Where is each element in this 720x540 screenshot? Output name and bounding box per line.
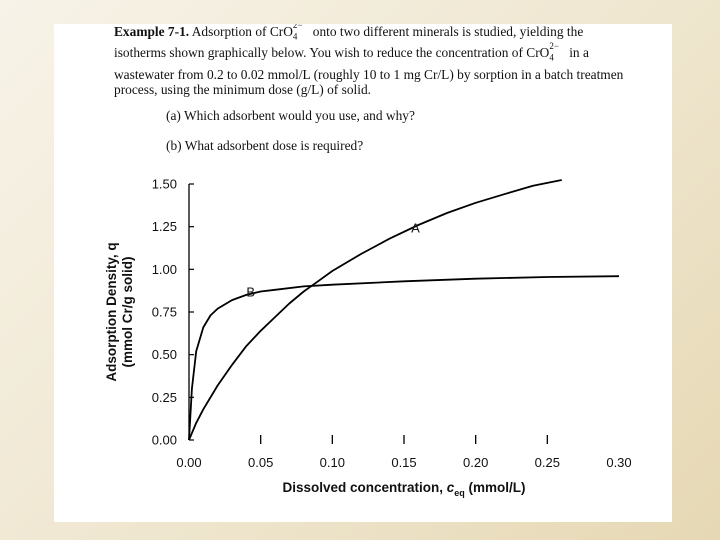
- x-tick-label: 0.10: [320, 455, 345, 470]
- y-tick-label: 0.25: [152, 390, 177, 405]
- x-tick-label: 0.05: [248, 455, 273, 470]
- problem-text: onto two different minerals is studied, …: [309, 24, 584, 39]
- subscript: 4: [292, 31, 298, 42]
- isotherm-chart: 0.00 0.25 0.50 0.75 1.00 1.25 1.50 0.00 0.05 0.10…: [104, 177, 632, 499]
- slide-frame: Example 7-1. Adsorption of CrO4 2− onto t…: [54, 24, 672, 522]
- y-tick-label: 1.50: [152, 177, 177, 192]
- y-tick-label: 0.00: [152, 433, 177, 448]
- x-axis-label: Dissolved concentration, ceq (mmol/L): [282, 480, 525, 498]
- y-axis-label-units: (mmol Cr/g solid): [120, 257, 135, 368]
- superscript: 2−: [292, 24, 303, 30]
- x-axis-label-var: c: [447, 480, 455, 495]
- x-tick-label: 0.20: [463, 455, 488, 470]
- question-a: (a) Which adsorbent would you use, and w…: [166, 108, 415, 123]
- series-b-curve: [188, 275, 620, 441]
- y-axis-label: Adsorption Density, q: [104, 242, 119, 381]
- problem-line-1: Example 7-1. Adsorption of CrO4 2− onto t…: [114, 24, 672, 45]
- series-b-label: B: [246, 285, 255, 300]
- problem-line-3: wastewater from 0.2 to 0.02 mmol/L (roug…: [114, 66, 624, 82]
- x-tick-label: 0.30: [606, 455, 631, 470]
- subscript: 4: [549, 52, 554, 63]
- problem-text: Adsorption of CrO: [189, 24, 293, 39]
- problem-line-4: process, using the minimum dose (g/L) of…: [114, 82, 371, 98]
- question-b: (b) What adsorbent dose is required?: [166, 138, 364, 153]
- y-tick-label: 0.50: [152, 347, 177, 362]
- x-axis-label-sub: eq: [454, 488, 465, 498]
- problem-text: in a: [565, 45, 589, 61]
- series-a-curve: [188, 179, 562, 441]
- x-axis-label-unit: (mmol/L): [465, 480, 526, 495]
- x-tick-label: 0.00: [176, 455, 201, 470]
- series-a-label: A: [411, 221, 420, 236]
- problem-line-2: isotherms shown graphically below. You w…: [114, 41, 672, 66]
- x-tick-label: 0.25: [535, 455, 560, 470]
- y-tick-label: 1.25: [152, 219, 177, 234]
- example-label: Example 7-1.: [114, 24, 190, 39]
- y-tick-label: 0.75: [152, 305, 177, 320]
- x-tick-label: 0.15: [391, 455, 416, 470]
- problem-text: isotherms shown graphically below. You w…: [114, 45, 550, 61]
- superscript: 2−: [549, 41, 559, 52]
- y-tick-label: 1.00: [152, 262, 177, 277]
- problem-statement: Example 7-1. Adsorption of CrO4 2− onto t…: [114, 24, 672, 98]
- x-axis-label-text: Dissolved concentration,: [282, 480, 446, 495]
